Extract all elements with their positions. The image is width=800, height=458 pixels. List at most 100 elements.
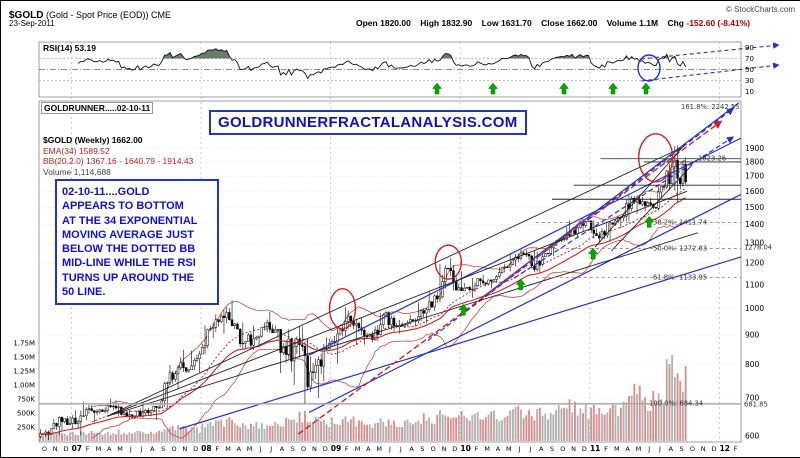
svg-text:1800: 1800	[745, 157, 764, 166]
svg-text:1900: 1900	[745, 144, 764, 153]
svg-text:A: A	[237, 445, 242, 453]
svg-text:61.8%: 1133.95: 61.8%: 1133.95	[653, 273, 707, 281]
svg-text:A: A	[280, 445, 285, 453]
svg-text:N: N	[182, 445, 187, 453]
svg-text:F: F	[604, 445, 608, 453]
svg-text:J: J	[647, 445, 650, 453]
site-banner: GOLDRUNNERFRACTALANALYSIS.COM	[209, 110, 527, 135]
svg-text:O: O	[42, 445, 47, 453]
svg-text:12: 12	[720, 444, 730, 453]
svg-text:S: S	[550, 445, 554, 453]
svg-text:10: 10	[460, 444, 470, 453]
svg-text:D: D	[711, 445, 716, 453]
svg-text:750K: 750K	[17, 396, 35, 404]
legend-symbol: $GOLD (Weekly) 1662.00	[43, 135, 143, 145]
svg-text:M: M	[506, 445, 512, 453]
trendlines	[39, 42, 780, 435]
svg-text:1.50M: 1.50M	[13, 354, 35, 362]
open-label: Open	[356, 18, 378, 28]
svg-text:J: J	[269, 445, 272, 453]
analysis-note: 02-10-11....GOLD APPEARS TO BOTTOM AT TH…	[55, 179, 219, 306]
svg-text:1823.26: 1823.26	[698, 155, 726, 163]
svg-text:90: 90	[745, 44, 754, 52]
svg-text:1700: 1700	[745, 172, 764, 181]
open-value: 1820.00	[380, 18, 411, 28]
svg-text:M: M	[225, 445, 231, 453]
svg-text:1500: 1500	[745, 203, 764, 212]
close-label: Close	[541, 18, 565, 28]
svg-text:J: J	[399, 445, 402, 453]
svg-text:A: A	[669, 445, 674, 453]
volume-label: Volume	[606, 18, 637, 28]
svg-text:J: J	[140, 445, 143, 453]
legend-volume: Volume 1,114,688	[43, 166, 111, 177]
svg-text:A: A	[496, 445, 501, 453]
high-value: 1832.90	[441, 18, 473, 28]
svg-text:O: O	[431, 445, 436, 453]
svg-text:A: A	[625, 445, 630, 453]
svg-text:D: D	[452, 445, 457, 453]
svg-text:N: N	[53, 445, 58, 453]
high-label: High	[420, 18, 440, 28]
svg-text:161.8%: 2242.55: 161.8%: 2242.55	[681, 103, 739, 111]
svg-text:500K: 500K	[17, 410, 35, 418]
svg-text:30: 30	[745, 77, 754, 85]
chg-value: -152.60 (-8.41%)	[686, 18, 751, 28]
svg-text:M: M	[247, 445, 253, 453]
legend-bb: BB(20,2.0) 1367.16 - 1640.79 - 1914.43	[43, 156, 194, 166]
svg-text:70: 70	[745, 55, 754, 63]
svg-text:F: F	[86, 445, 90, 453]
svg-text:A: A	[107, 445, 112, 453]
svg-text:1278.04: 1278.04	[744, 243, 772, 251]
svg-text:F: F	[734, 445, 738, 453]
svg-text:A: A	[539, 445, 544, 453]
svg-text:1100: 1100	[745, 280, 764, 289]
price-legend: $GOLD (Weekly) 1662.00 EMA(34) 1589.52 B…	[43, 135, 193, 177]
close-value: 1662.00	[566, 18, 598, 28]
svg-text:J: J	[658, 445, 661, 453]
svg-text:J: J	[388, 445, 391, 453]
low-value: 1631.70	[500, 18, 532, 28]
svg-text:S: S	[680, 445, 684, 453]
svg-text:M: M	[376, 445, 382, 453]
svg-text:1600: 1600	[745, 187, 764, 196]
volume-value: 1.1M	[639, 18, 659, 28]
svg-text:38.2%: 1411.74: 38.2%: 1411.74	[653, 219, 707, 227]
svg-text:N: N	[312, 445, 317, 453]
quote-line: Open 1820.00 High 1832.90 Low 1631.70 Cl…	[349, 18, 750, 28]
svg-text:S: S	[291, 445, 295, 453]
svg-text:F: F	[345, 445, 349, 453]
svg-text:681.85: 681.85	[744, 400, 768, 408]
svg-text:A: A	[409, 445, 414, 453]
svg-text:M: M	[484, 445, 490, 453]
svg-text:S: S	[420, 445, 424, 453]
svg-text:1.00M: 1.00M	[13, 382, 35, 390]
volume-bars	[39, 355, 687, 441]
legend-ema: EMA(34) 1589.52	[43, 145, 110, 156]
svg-text:N: N	[571, 445, 576, 453]
svg-text:11: 11	[590, 444, 600, 453]
svg-text:N: N	[701, 445, 706, 453]
svg-text:1.25M: 1.25M	[13, 368, 35, 376]
svg-text:50.0%: 1272.83: 50.0%: 1272.83	[653, 244, 707, 252]
svg-text:100.0%: 684.34: 100.0%: 684.34	[649, 399, 703, 407]
svg-text:J: J	[129, 445, 132, 453]
svg-text:A: A	[150, 445, 155, 453]
svg-text:J: J	[528, 445, 531, 453]
svg-text:08: 08	[201, 444, 211, 453]
svg-text:600: 600	[745, 432, 760, 441]
svg-text:M: M	[96, 445, 102, 453]
svg-text:900: 900	[745, 330, 760, 339]
svg-text:D: D	[582, 445, 587, 453]
svg-text:M: M	[636, 445, 642, 453]
chg-label: Chg	[667, 18, 684, 28]
goldrunner-tag: GOLDRUNNER.....02-10-11	[41, 102, 154, 114]
svg-text:D: D	[323, 445, 328, 453]
svg-text:O: O	[560, 445, 565, 453]
rsi-legend: RSI(14) 53.19	[43, 43, 96, 53]
svg-text:700: 700	[745, 393, 760, 402]
svg-text:07: 07	[72, 444, 82, 453]
svg-text:250K: 250K	[17, 424, 35, 432]
ema-line	[40, 197, 686, 435]
svg-text:S: S	[161, 445, 165, 453]
